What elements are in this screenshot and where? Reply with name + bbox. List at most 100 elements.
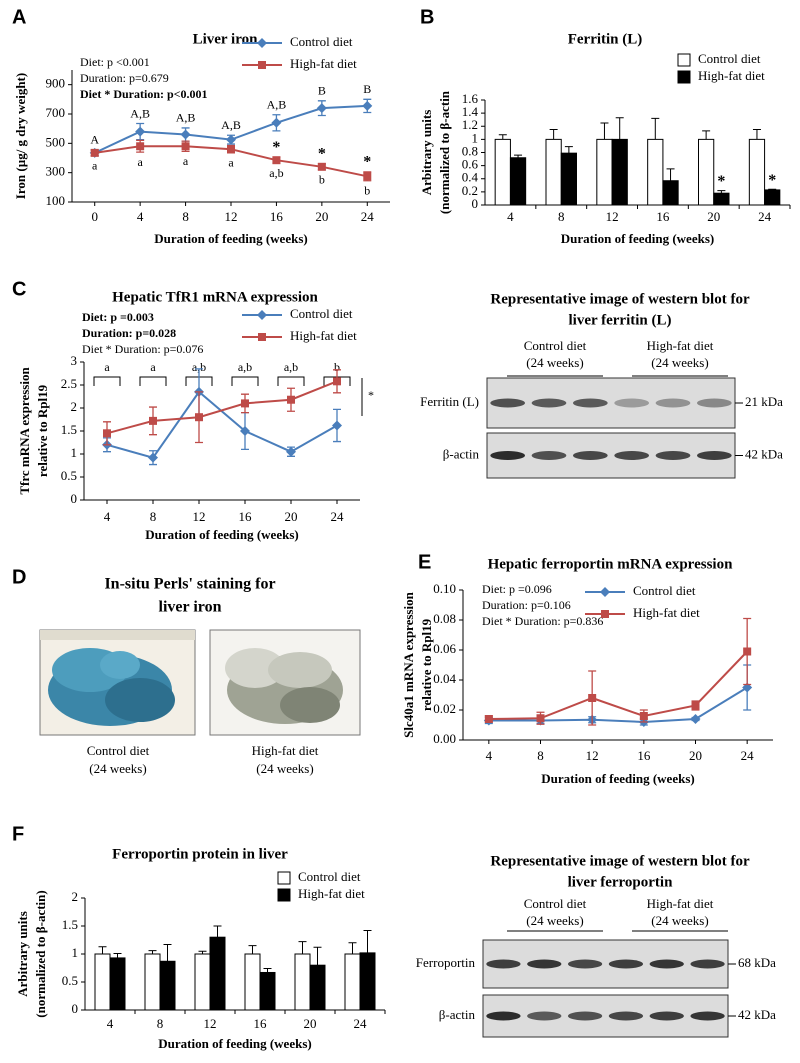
error-bar [263, 968, 272, 973]
bar [359, 952, 376, 1011]
staining-title: In-situ Perls' staining for [104, 576, 275, 593]
stat-text: Duration: p=0.679 [80, 71, 169, 85]
x-tick-label: 4 [104, 509, 111, 524]
blot-band [531, 451, 567, 460]
size-label: 21 kDa [745, 394, 783, 409]
legend-swatch [277, 888, 291, 902]
error-bar [98, 946, 107, 954]
blot-band [608, 1011, 644, 1021]
x-tick-label: 20 [689, 748, 702, 763]
bracket-label: a,b [192, 360, 206, 374]
error-bar [248, 945, 257, 954]
bar [209, 936, 226, 1011]
error-bar [752, 129, 761, 140]
chart-title: Ferritin (L) [568, 31, 643, 47]
stat-text: Diet * Duration: p<0.001 [80, 87, 208, 101]
y-axis-label: relative to Rpl19 [35, 384, 50, 477]
point-label: b [364, 183, 370, 197]
data-point [363, 172, 372, 181]
point-label: A,B [176, 111, 196, 125]
y-tick-label: 1.6 [462, 91, 479, 106]
y-tick-label: 700 [46, 105, 66, 120]
bar [509, 157, 527, 206]
blot-band [572, 398, 608, 408]
error-bar [498, 134, 507, 140]
y-tick-label: 0 [72, 1001, 79, 1016]
blot-band [490, 451, 526, 460]
x-tick-label: 24 [361, 209, 375, 224]
data-point [484, 715, 493, 723]
stat-text: Diet: p <0.001 [80, 55, 150, 69]
y-tick-label: 2.5 [61, 376, 77, 391]
blot-group-label: High-fat diet [647, 896, 714, 911]
ruler [40, 630, 195, 640]
x-tick-label: 12 [606, 209, 619, 224]
point-label: a [183, 154, 189, 168]
significance-mark: * [318, 146, 326, 163]
error-bar [298, 941, 307, 954]
bracket-label: a [104, 360, 110, 374]
blot-group-label: (24 weeks) [526, 913, 583, 928]
x-tick-label: 24 [758, 209, 772, 224]
bar [494, 138, 511, 206]
blot-band [486, 1011, 521, 1021]
blot-band [614, 398, 650, 408]
error-bar [666, 168, 675, 181]
blot-row-label: β-actin [439, 1007, 476, 1022]
blot-group-label: Control diet [524, 896, 587, 911]
y-tick-label: 2 [71, 399, 78, 414]
liver-lobe [225, 648, 285, 688]
blot-band [649, 1011, 684, 1021]
stat-text: Diet * Duration: p=0.076 [82, 342, 203, 356]
series-line [106, 390, 338, 459]
y-tick-label: 0.4 [462, 170, 479, 185]
significance-mark: * [368, 388, 374, 402]
data-point [90, 148, 99, 157]
size-label: 68 kDa [738, 955, 776, 970]
y-tick-label: 0.2 [462, 183, 478, 198]
bar [545, 138, 562, 206]
bar [344, 953, 361, 1011]
error-bar [514, 154, 523, 158]
error-bar [198, 950, 207, 954]
blot-band [655, 398, 691, 408]
data-point [287, 395, 295, 404]
blot-group-label: (24 weeks) [651, 913, 708, 928]
y-tick-label: 500 [46, 134, 66, 149]
blot-band [690, 1011, 725, 1021]
point-label: a [228, 156, 234, 170]
panel-letter: F [12, 823, 24, 845]
point-label: A,B [221, 118, 241, 132]
legend-marker [601, 610, 609, 618]
legend-marker [257, 38, 267, 48]
legend-marker [600, 587, 610, 597]
error-bar [363, 929, 372, 953]
legend-marker [257, 310, 267, 320]
bar [560, 152, 577, 206]
x-tick-label: 16 [270, 209, 284, 224]
y-axis-label: Arbitrary units [15, 911, 30, 997]
y-tick-label: 0.6 [462, 157, 479, 172]
legend-label: High-fat diet [290, 56, 357, 71]
y-tick-label: 100 [46, 193, 66, 208]
data-point [240, 426, 250, 436]
liver-lobe [268, 652, 332, 688]
x-axis-label: Duration of feeding (weeks) [158, 1036, 311, 1051]
legend-label: High-fat diet [290, 328, 357, 343]
data-point [333, 377, 341, 386]
blot-band [527, 1011, 562, 1021]
data-point [272, 156, 281, 165]
bracket-label: a,b [284, 360, 298, 374]
data-point [286, 446, 296, 457]
bar [94, 953, 111, 1011]
blot-group-label: High-fat diet [647, 338, 714, 353]
legend-swatch [277, 871, 291, 885]
bar [713, 192, 730, 206]
bar [662, 180, 679, 206]
y-tick-label: 0.02 [433, 701, 456, 716]
x-tick-label: 4 [507, 209, 514, 224]
x-tick-label: 4 [107, 1016, 114, 1031]
x-tick-label: 4 [486, 748, 493, 763]
y-tick-label: 0.08 [433, 611, 456, 626]
blot-group-label: Control diet [524, 338, 587, 353]
